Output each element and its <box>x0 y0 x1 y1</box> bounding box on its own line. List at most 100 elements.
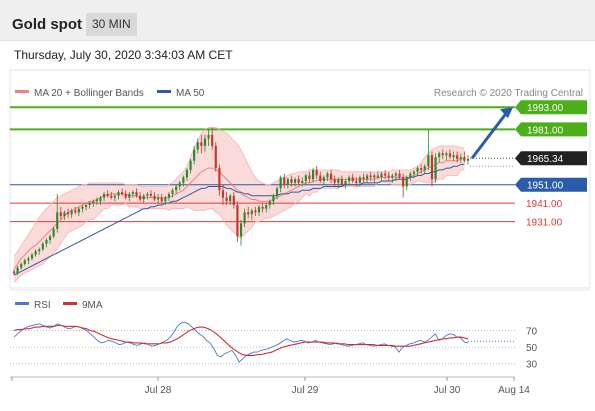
timeframe-badge[interactable]: 30 MIN <box>86 13 137 36</box>
moving-averages <box>13 127 465 283</box>
rsi-tick-label-50: 50 <box>526 343 538 354</box>
candle-body <box>423 166 426 170</box>
candle-body <box>34 251 37 255</box>
candle-body <box>257 206 261 213</box>
candle-body <box>164 197 167 202</box>
forecast-arrow-head <box>500 107 513 119</box>
candle-body <box>337 179 340 183</box>
forecast-arrow <box>470 107 513 160</box>
candle-body <box>315 169 318 176</box>
level-label-1951.00: 1951.00 <box>527 181 564 192</box>
candle-body <box>131 192 134 194</box>
legend-rsi-swatch <box>15 302 29 305</box>
candle-body <box>463 157 466 161</box>
candle-body <box>113 195 116 198</box>
candle-body <box>92 201 95 204</box>
candle-body <box>430 155 434 180</box>
candle-body <box>139 195 142 200</box>
header-bar: Gold spot 30 MIN <box>0 0 595 41</box>
candle-body <box>117 192 120 196</box>
legend-9ma-label: 9MA <box>82 300 103 311</box>
candle-body <box>243 212 246 224</box>
candle-body <box>153 195 156 200</box>
candle-body <box>459 157 462 159</box>
candle-body <box>95 199 98 202</box>
bollinger-band-area <box>14 127 465 283</box>
candle-body <box>146 193 149 196</box>
candle-body <box>63 212 66 217</box>
bollinger-lower-line <box>13 169 465 283</box>
candle-body <box>110 195 113 198</box>
candle-body <box>301 181 304 183</box>
rsi-panel: 70 50 30 <box>10 321 538 371</box>
candle-body <box>366 175 369 180</box>
candle-body <box>333 179 336 183</box>
level-label-1993.00: 1993.00 <box>527 103 564 114</box>
candle-body <box>88 203 91 205</box>
candle-body <box>175 186 178 191</box>
candle-body <box>283 177 286 185</box>
candle-body <box>70 210 73 215</box>
candle-body <box>23 260 26 265</box>
legend-ma20-swatch <box>15 90 29 93</box>
candle-body <box>398 173 401 178</box>
candle-body <box>409 173 412 178</box>
candle-body <box>45 240 48 244</box>
candle-body <box>438 153 441 158</box>
candle-body <box>178 182 181 187</box>
candle-body <box>41 243 44 250</box>
candle-body <box>329 173 333 180</box>
candle-body <box>74 210 77 213</box>
candle-body <box>200 142 203 146</box>
candle-body <box>456 155 459 159</box>
level-tag-1981.00 <box>515 122 587 137</box>
candle-body <box>373 175 376 178</box>
current-price-label: 1965.34 <box>527 154 564 165</box>
candle-body <box>81 206 84 209</box>
candle-body <box>16 267 19 274</box>
candle-body <box>369 175 372 178</box>
rsi-series-9MA <box>13 324 469 356</box>
candle-body <box>445 153 448 156</box>
candle-body <box>236 204 239 237</box>
candle-body <box>221 190 225 198</box>
timestamp: Thursday, July 30, 2020 3:34:03 AM CET <box>14 48 233 62</box>
candle-body <box>319 175 322 182</box>
candle-body <box>340 179 343 185</box>
candle-body <box>149 193 153 196</box>
candle-body <box>189 160 192 170</box>
candle-body <box>121 192 124 194</box>
candle-body <box>77 208 80 213</box>
candle-body <box>293 179 297 183</box>
level-label-1941.00: 1941.00 <box>526 199 563 210</box>
candle-body <box>452 155 455 158</box>
bollinger-bands <box>14 127 465 283</box>
candle-body <box>135 192 138 196</box>
x-tick-label: Jul 29 <box>292 385 319 396</box>
candle-body <box>66 212 70 215</box>
candle-body <box>297 179 300 183</box>
candle-body <box>56 212 59 229</box>
candle-body <box>348 177 351 182</box>
level-tag-1951.00 <box>515 177 587 192</box>
candle-body <box>196 142 199 150</box>
level-label-1931.00: 1931.00 <box>526 218 563 229</box>
candle-body <box>355 181 358 183</box>
legend-ma50-swatch <box>157 90 171 93</box>
candle-body <box>52 228 55 237</box>
candle-body <box>279 177 282 189</box>
candle-body <box>102 193 106 198</box>
time-axis-ticks: Jul 28 Jul 29 Jul 30 Aug 14 <box>11 377 530 396</box>
level-labels: 1993.00 1981.00 1951.00 1941.00 1931.00 1965.… <box>515 100 587 229</box>
candle-body <box>38 249 41 252</box>
candle-body <box>48 236 52 241</box>
candle-body <box>106 193 109 196</box>
level-tag-1993.00 <box>515 100 587 115</box>
credit-text: Research © 2020 Trading Central <box>434 88 583 99</box>
candle-body <box>207 134 210 139</box>
candle-body <box>59 212 62 217</box>
candle-body <box>412 171 416 174</box>
rsi-tick-label-70: 70 <box>526 326 538 337</box>
candle-body <box>286 179 289 185</box>
